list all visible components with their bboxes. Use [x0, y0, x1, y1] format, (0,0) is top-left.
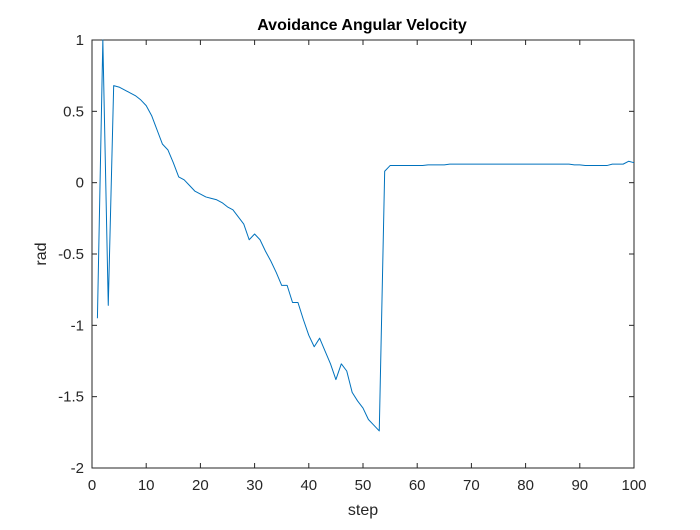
x-axis-label: step: [348, 502, 378, 519]
chart-title: Avoidance Angular Velocity: [257, 17, 467, 34]
y-tick-label: -1: [71, 317, 84, 334]
y-tick-label: -1.5: [58, 389, 84, 406]
series-layer: [96, 39, 635, 432]
x-tick-label: 80: [517, 477, 534, 494]
x-tick-label: 0: [88, 477, 96, 494]
x-axis-ticks: 0 10 20 30 40 50 60 70 80 90 100: [88, 40, 647, 494]
y-tick-label: -0.5: [58, 246, 84, 263]
y-tick-label: 1: [76, 32, 84, 49]
x-tick-label: 20: [192, 477, 209, 494]
y-axis-ticks: -2 -1.5 -1 -0.5 0 0.5 1: [58, 32, 634, 477]
y-tick-label: 0.5: [63, 103, 84, 120]
series-line: [96, 39, 635, 432]
x-tick-label: 60: [409, 477, 426, 494]
x-tick-label: 10: [138, 477, 155, 494]
y-tick-label: -2: [71, 460, 84, 477]
x-tick-label: 50: [355, 477, 372, 494]
x-tick-label: 30: [246, 477, 263, 494]
x-tick-label: 70: [463, 477, 480, 494]
x-tick-label: 90: [571, 477, 588, 494]
plot-area: [91, 39, 635, 469]
y-tick-label: 0: [76, 175, 84, 192]
x-tick-label: 100: [621, 477, 646, 494]
y-axis-label: rad: [33, 242, 50, 265]
x-tick-label: 40: [300, 477, 317, 494]
